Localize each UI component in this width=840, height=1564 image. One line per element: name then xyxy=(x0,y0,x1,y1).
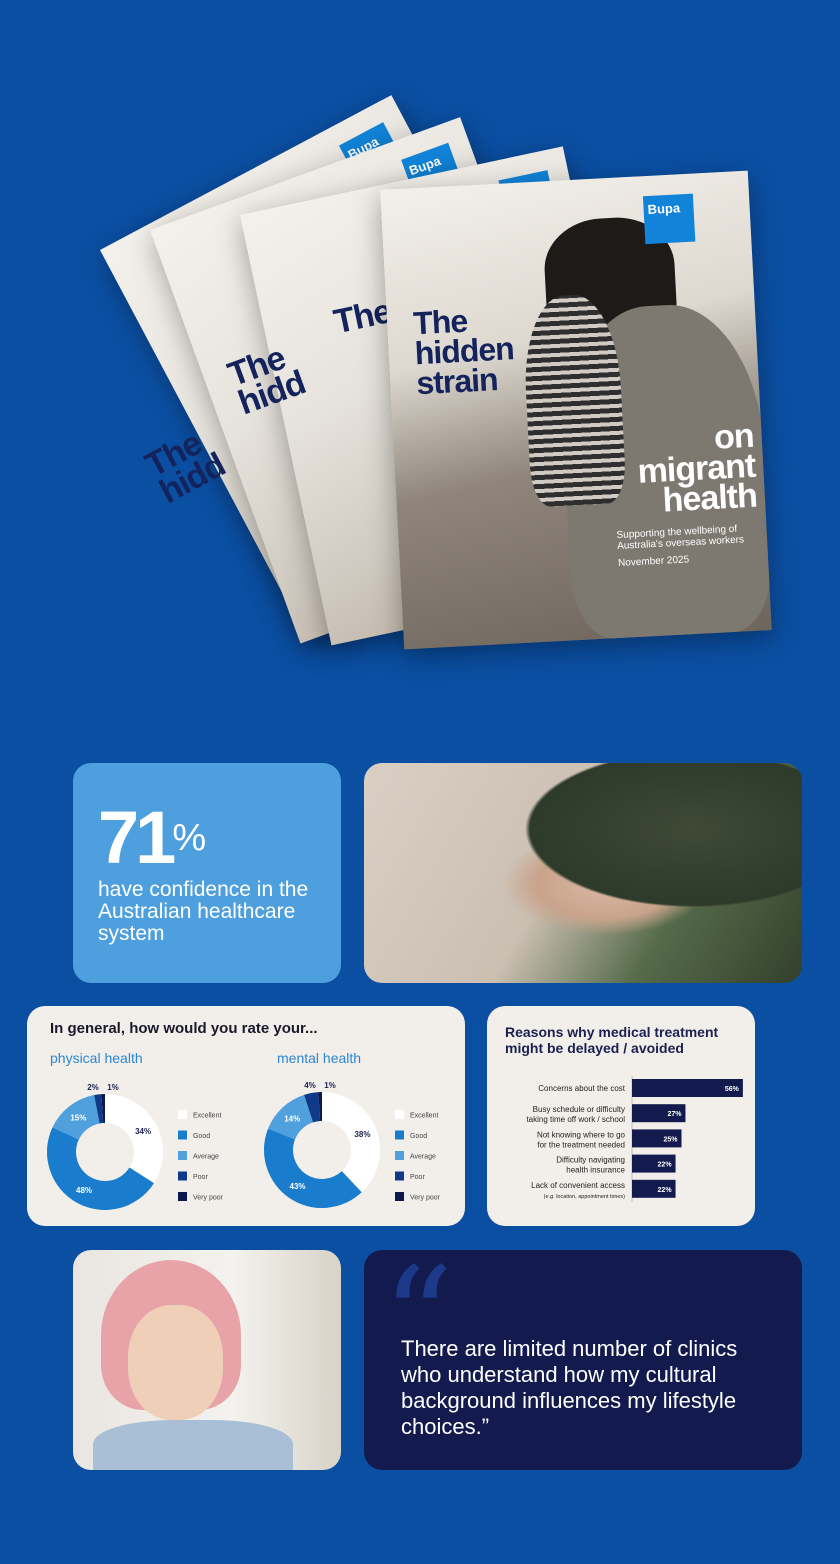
legend-swatch xyxy=(395,1130,404,1140)
legend-swatch xyxy=(178,1192,187,1201)
legend-swatch xyxy=(178,1151,187,1160)
bar-category-label: taking time off work / school xyxy=(526,1115,625,1124)
legend-swatch xyxy=(178,1130,187,1140)
donut-slice-excellent xyxy=(322,1092,380,1193)
donut-slice-good xyxy=(47,1127,154,1210)
stat-value: 71 xyxy=(98,796,176,879)
legend-label: Good xyxy=(193,1133,210,1140)
photo-mother-and-sick-child xyxy=(364,763,802,983)
cover-title-2: on migrant health xyxy=(636,416,758,520)
donut-slice-poor xyxy=(94,1094,104,1124)
bupa-logo: Bupa xyxy=(642,193,696,245)
bar-value-label: 22% xyxy=(658,1187,673,1194)
donut-label: 15% xyxy=(70,1114,86,1123)
donut-slice-average xyxy=(268,1094,314,1140)
photo-woman-pink-hair xyxy=(73,1250,341,1470)
donut-label: 14% xyxy=(284,1114,300,1123)
bar-category-label: Lack of convenient access xyxy=(531,1181,625,1190)
bar-value-label: 27% xyxy=(667,1111,682,1118)
stat-description: have confidence in the Australian health… xyxy=(98,878,309,945)
bar-category-label: Difficulty navigating xyxy=(556,1156,625,1165)
legend-swatch xyxy=(178,1171,187,1181)
donut-label: 1% xyxy=(107,1083,119,1092)
legend-swatch xyxy=(395,1192,404,1201)
legend-swatch xyxy=(395,1151,404,1160)
bar xyxy=(632,1104,686,1123)
donut-slice-poor xyxy=(304,1092,321,1123)
bar-category-label: for the treatment needed xyxy=(537,1140,625,1149)
bar xyxy=(632,1179,676,1198)
legend-swatch xyxy=(395,1171,404,1181)
bar xyxy=(632,1079,743,1097)
stat-unit: % xyxy=(172,817,207,859)
legend-label: Excellent xyxy=(410,1113,438,1120)
stat-number: 71% xyxy=(98,801,316,875)
delay-reasons-card: Reasons why medical treatment might be d… xyxy=(487,1006,755,1226)
quote-card: “ There are limited number of clinics wh… xyxy=(364,1250,802,1470)
bar-category-label: (e.g. location, appointment times) xyxy=(544,1194,625,1200)
donut-charts: 34% 48% 15% 2% 1% Excellent Good Average Poor Ver… xyxy=(47,1081,441,1210)
legend-label: Good xyxy=(410,1133,427,1140)
donut-label: 4% xyxy=(304,1081,316,1090)
bar-category-label: Not knowing where to go xyxy=(537,1130,626,1139)
donut-slice-excellent xyxy=(105,1094,163,1184)
quote-mark-icon: “ xyxy=(382,1250,454,1330)
woman-face xyxy=(128,1305,223,1420)
woman-shirt xyxy=(93,1420,293,1470)
legend-label: Average xyxy=(193,1154,219,1161)
physical-health-label: physical health xyxy=(50,1050,143,1066)
bar-category-label: health insurance xyxy=(566,1166,625,1175)
legend-swatch xyxy=(178,1110,187,1119)
bar xyxy=(632,1154,676,1173)
chart-title: Reasons why medical treatment might be d… xyxy=(505,1024,719,1056)
legend-label: Very poor xyxy=(193,1195,224,1202)
legend-label: Excellent xyxy=(193,1113,221,1120)
quote-text: There are limited number of clinics who … xyxy=(401,1336,738,1439)
bar-value-label: 56% xyxy=(725,1086,740,1093)
legend-label: Average xyxy=(410,1154,436,1161)
donut-label: 1% xyxy=(324,1081,336,1090)
legend-label: Poor xyxy=(193,1174,208,1181)
legend-label: Very poor xyxy=(410,1195,441,1202)
donut-label: 38% xyxy=(354,1130,370,1139)
chart-title: In general, how would you rate your... xyxy=(50,1020,318,1037)
health-rating-card: In general, how would you rate your... p… xyxy=(27,1006,465,1226)
donut-slice-average xyxy=(52,1095,100,1140)
bar xyxy=(632,1129,682,1148)
cover-title: The hidden strain xyxy=(412,302,515,402)
legend-label: Poor xyxy=(410,1174,425,1181)
bar-category-label: Busy schedule or difficulty xyxy=(533,1105,625,1114)
donut-label: 48% xyxy=(76,1186,92,1195)
donut-label: 2% xyxy=(87,1083,99,1092)
bar-value-label: 22% xyxy=(658,1162,673,1169)
mental-health-label: mental health xyxy=(277,1050,362,1066)
bar-value-label: 25% xyxy=(663,1136,678,1143)
report-cover-front: Bupa The hidden strain on migrant health… xyxy=(380,170,772,650)
bar-chart: 56% Concerns about the cost 27% Busy schedu… xyxy=(526,1076,743,1202)
legend-swatch xyxy=(395,1110,404,1119)
donut-slice-good xyxy=(264,1128,362,1208)
bar-category-label: Concerns about the cost xyxy=(538,1084,625,1093)
donut-slice-very-poor xyxy=(101,1094,105,1124)
donut-label: 34% xyxy=(135,1127,151,1136)
stat-card: 71% have confidence in the Australian he… xyxy=(73,763,341,983)
donut-label: 43% xyxy=(290,1182,306,1191)
donut-slice-very-poor xyxy=(318,1092,322,1122)
